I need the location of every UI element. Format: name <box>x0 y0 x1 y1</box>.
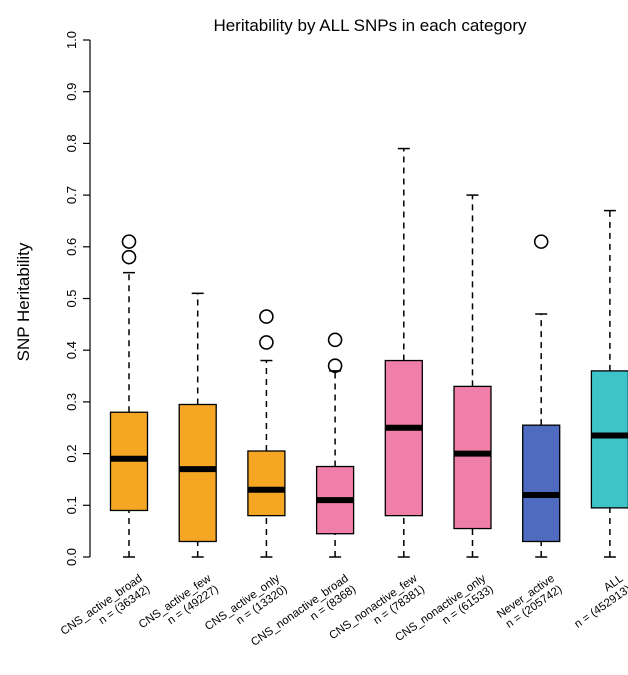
iqr-box <box>453 385 492 530</box>
y-tick-label: 0.2 <box>64 445 79 463</box>
iqr-box <box>384 359 423 517</box>
box-CNS_nonactive_only <box>453 194 492 558</box>
y-tick-label: 0.1 <box>64 496 79 514</box>
outlier-point <box>327 358 343 374</box>
category-label: CNS_active_broadn = (36342) <box>59 573 153 649</box>
y-tick-label: 0.9 <box>64 83 79 101</box>
iqr-box <box>247 450 286 517</box>
iqr-box <box>522 424 561 543</box>
y-tick-label: 1.0 <box>64 31 79 49</box>
y-tick-label: 0.7 <box>64 186 79 204</box>
box-CNS_nonactive_few <box>384 147 423 558</box>
box-ALL <box>590 209 628 558</box>
outlier-point <box>533 234 549 249</box>
box-Never_active <box>522 234 561 558</box>
y-axis: 0.0 0.1 0.2 0.3 0.4 0.5 0.6 0.7 0.8 0.9 1.0 <box>64 31 91 566</box>
category-labels: CNS_active_broadn = (36342)CNS_active_fe… <box>59 572 628 649</box>
outlier-point <box>259 335 274 350</box>
box-CNS_active_broad <box>109 234 149 558</box>
box-CNS_nonactive_broad <box>315 332 355 558</box>
y-axis-label: SNP Heritability <box>14 242 33 361</box>
outlier-point <box>121 249 137 265</box>
category-label: ALLn = (452913) <box>565 572 628 630</box>
y-tick-label: 0.8 <box>64 134 79 152</box>
iqr-box <box>178 403 217 543</box>
box-CNS_active_few <box>178 292 217 558</box>
outlier-point <box>121 234 137 249</box>
box-CNS_active_only <box>247 309 286 558</box>
chart-title: Heritability by ALL SNPs in each categor… <box>213 16 527 35</box>
y-tick-label: 0.3 <box>64 393 79 411</box>
outlier-point <box>259 309 274 324</box>
category-label: Never_activen = (205742) <box>495 573 564 632</box>
iqr-box <box>590 370 628 509</box>
y-tick-label: 0.6 <box>64 238 79 256</box>
category-n-label: n = (452913) <box>573 583 628 631</box>
outlier-point <box>327 332 343 348</box>
y-tick-label: 0.5 <box>64 289 79 307</box>
y-tick-label: 0.4 <box>64 341 79 359</box>
y-tick-label: 0.0 <box>64 548 79 566</box>
boxes-group <box>109 147 628 558</box>
